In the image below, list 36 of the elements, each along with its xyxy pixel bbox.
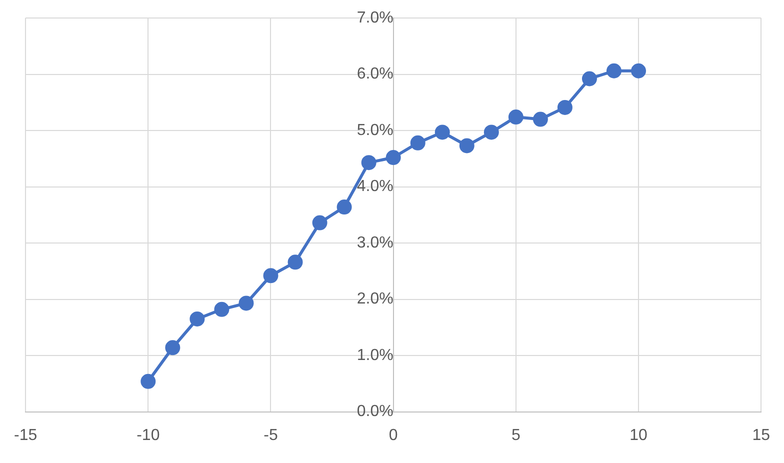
point: [532, 112, 548, 127]
point: [336, 200, 352, 215]
point: [508, 110, 524, 125]
point: [312, 215, 328, 230]
x-tick-label: 5: [511, 426, 520, 444]
y-tick-label: 1.0%: [356, 346, 394, 364]
x-tick-label: 0: [388, 426, 398, 444]
point: [165, 340, 180, 356]
point: [606, 63, 622, 78]
x-tick-label: -5: [264, 426, 278, 444]
point: [361, 155, 376, 170]
y-tick-label: 0.0%: [356, 403, 394, 420]
point: [238, 296, 254, 311]
y-tick-label: 6.0%: [356, 66, 394, 83]
point: [263, 268, 278, 284]
x-tick-label: -15: [14, 426, 38, 444]
point: [434, 124, 450, 140]
x-tick-label: 15: [752, 426, 770, 444]
point: [386, 150, 401, 166]
point: [140, 374, 156, 389]
point: [484, 124, 499, 140]
point: [582, 71, 597, 86]
point: [288, 254, 303, 270]
point: [190, 311, 205, 326]
point: [459, 138, 474, 154]
point: [631, 63, 646, 78]
y-tick-label: 4.0%: [356, 178, 394, 196]
point: [557, 100, 572, 115]
y-tick-label: 7.0%: [356, 9, 394, 26]
y-tick-label: 3.0%: [356, 234, 394, 252]
point: [410, 135, 426, 150]
y-tick-label: 5.0%: [356, 122, 394, 139]
x-tick-label: -10: [136, 426, 160, 444]
point: [214, 302, 230, 317]
x-tick-label: 10: [630, 426, 648, 444]
y-tick-label: 2.0%: [356, 290, 394, 308]
